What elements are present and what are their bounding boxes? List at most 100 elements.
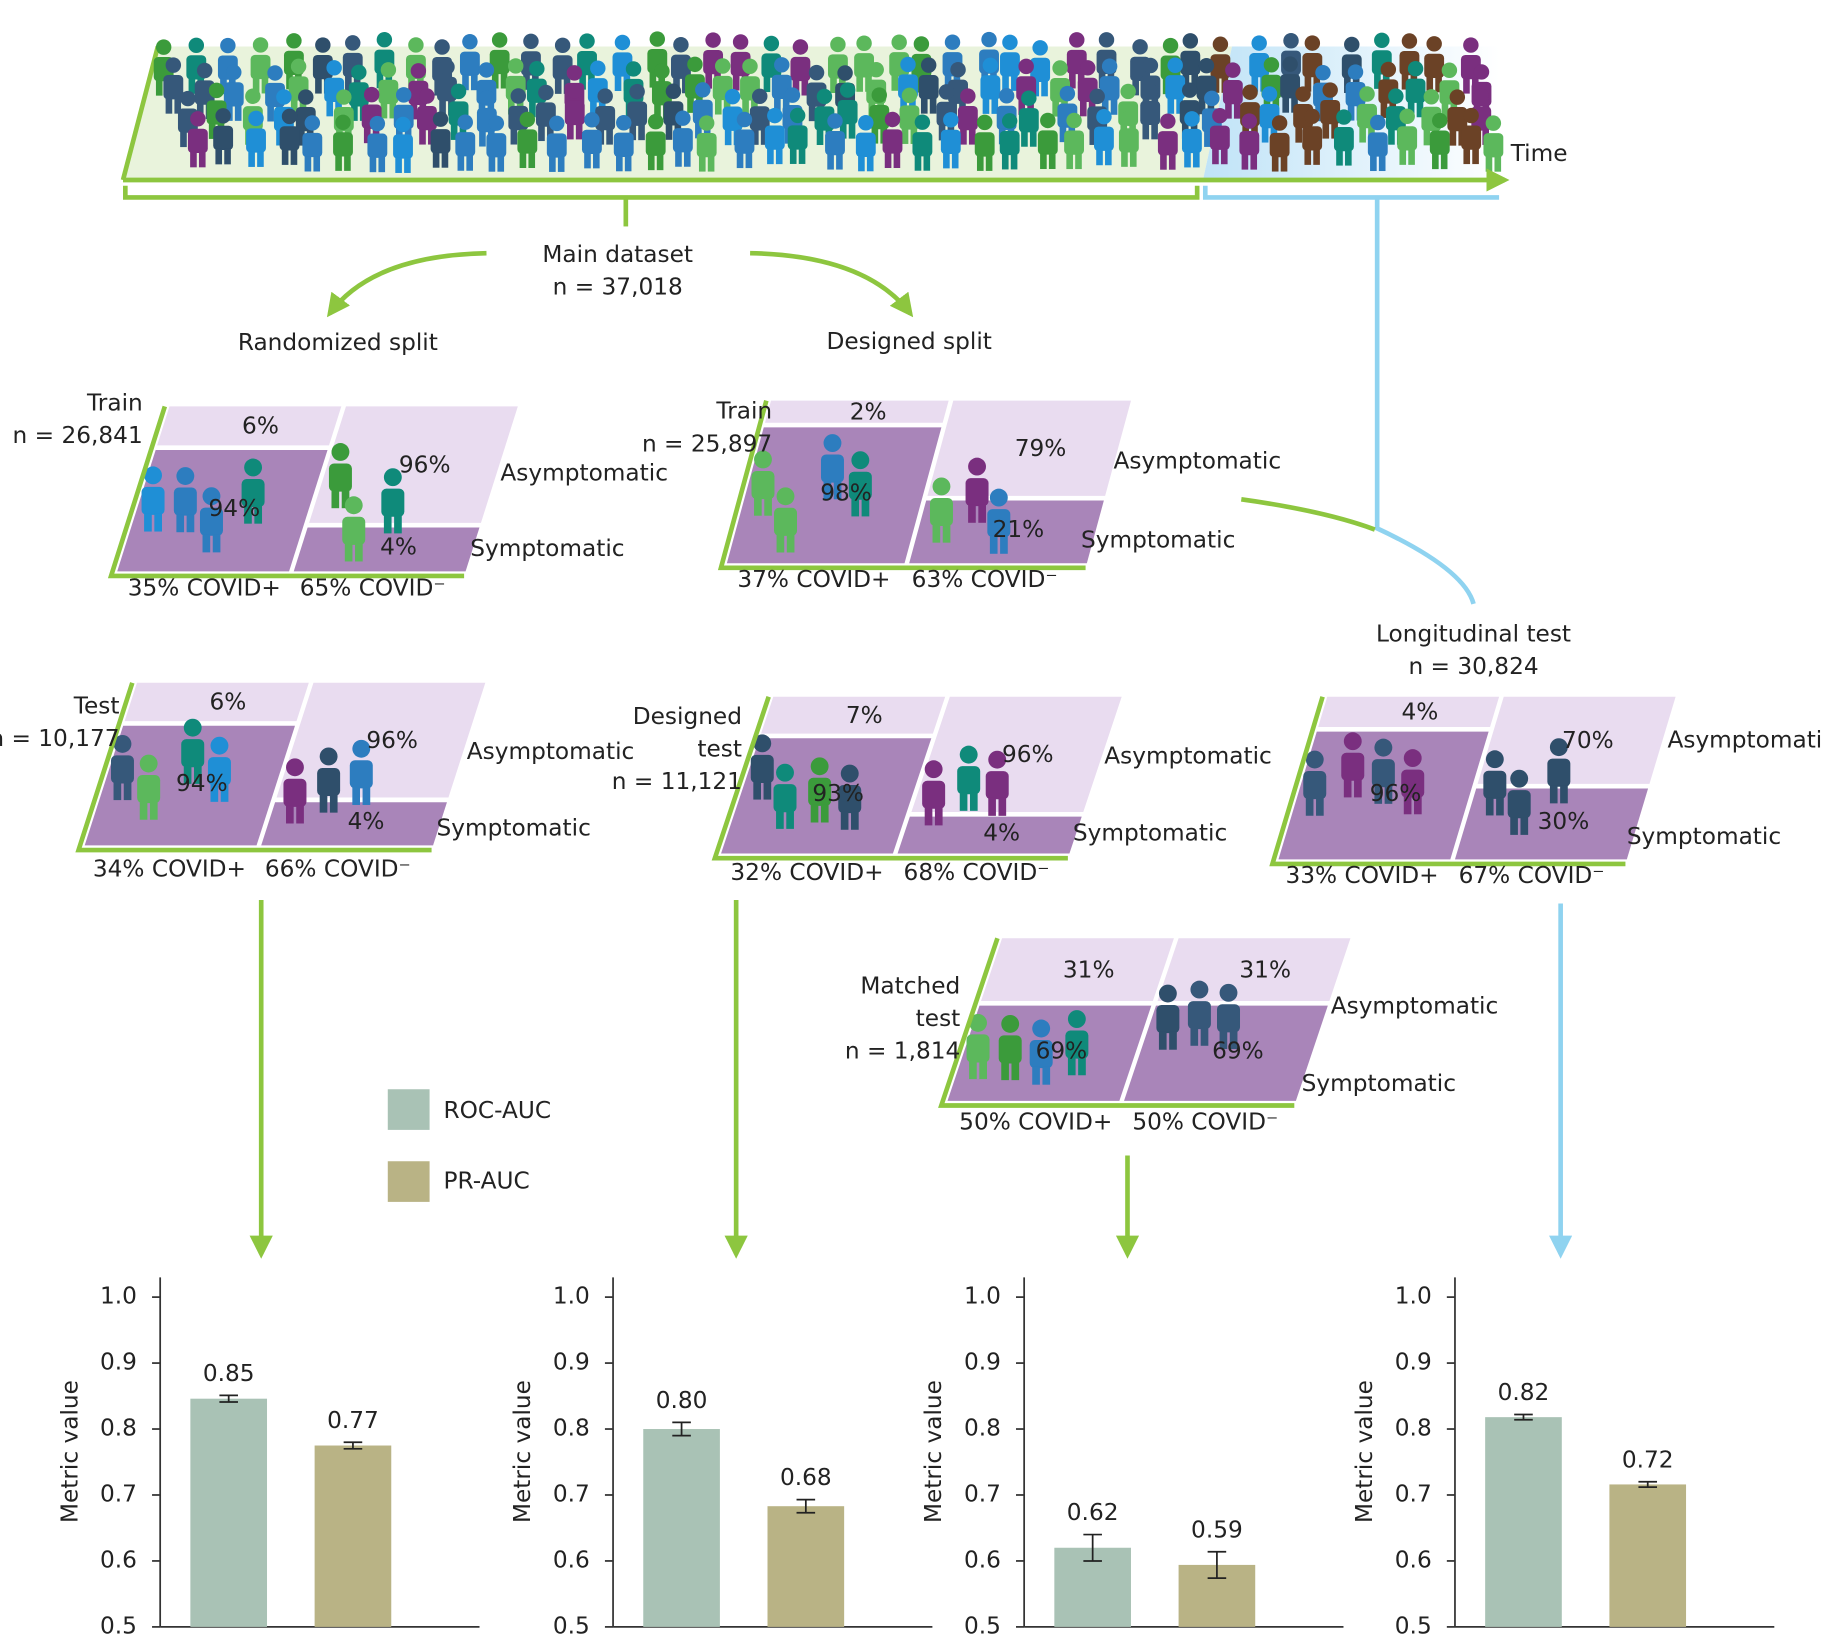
person-leg xyxy=(363,127,371,144)
person-head xyxy=(1142,57,1159,74)
person-leg xyxy=(1027,99,1034,115)
person-head xyxy=(315,37,331,53)
person-head xyxy=(754,450,772,469)
person-head xyxy=(1315,64,1331,81)
person-body xyxy=(1302,126,1323,151)
person-body xyxy=(929,497,953,527)
person-leg xyxy=(1510,817,1518,835)
person-icon xyxy=(349,739,373,805)
panel-label: test xyxy=(916,1005,961,1032)
person-head xyxy=(439,59,455,75)
person-icon xyxy=(1302,108,1323,165)
error-bar xyxy=(796,1498,816,1514)
cell-percent: 96% xyxy=(399,451,451,478)
person-leg xyxy=(1204,131,1211,147)
person-body xyxy=(581,129,602,155)
bar xyxy=(767,1506,845,1627)
panel-base xyxy=(717,400,1086,571)
cell-percent: 4% xyxy=(983,819,1020,846)
person-head xyxy=(776,487,795,506)
person-body xyxy=(1429,130,1450,155)
person-leg xyxy=(344,543,353,562)
person-icon xyxy=(1341,732,1365,798)
ground-edge xyxy=(120,45,161,181)
person-leg xyxy=(519,152,527,169)
person-body xyxy=(651,81,672,106)
person-leg xyxy=(969,792,978,811)
person-head xyxy=(462,33,478,50)
person-head xyxy=(959,745,978,764)
person-leg xyxy=(497,156,505,172)
person-leg xyxy=(149,801,158,820)
person-leg xyxy=(584,152,591,169)
person-leg xyxy=(985,155,993,171)
person-leg xyxy=(714,99,722,115)
person-body xyxy=(302,132,323,158)
person-head xyxy=(450,83,467,100)
column-label: 33% COVID+ xyxy=(1285,862,1438,889)
person-leg xyxy=(1347,105,1355,121)
person-head xyxy=(687,56,703,73)
column-label: 35% COVID+ xyxy=(128,574,281,601)
crowd xyxy=(153,31,1504,173)
person-icon xyxy=(173,467,197,533)
person-head xyxy=(932,477,951,496)
person-head xyxy=(884,111,901,128)
person-leg xyxy=(1002,75,1009,91)
panel-base xyxy=(107,405,465,579)
person-icon xyxy=(1547,738,1571,804)
person-leg xyxy=(959,792,968,811)
column-label: 63% COVID⁻ xyxy=(912,566,1058,593)
person-head xyxy=(1263,57,1280,73)
person-head xyxy=(180,90,196,107)
person-icon xyxy=(1424,36,1445,93)
person-leg xyxy=(554,78,562,94)
person-icon xyxy=(848,451,872,517)
person-leg xyxy=(248,151,255,167)
person-icon xyxy=(787,107,808,164)
person-body xyxy=(613,132,634,157)
person-head xyxy=(380,62,397,78)
person-leg xyxy=(549,156,556,172)
person-icon xyxy=(302,115,323,172)
person-head xyxy=(1032,40,1048,56)
person-leg xyxy=(798,148,806,164)
person-leg xyxy=(840,811,849,830)
person-head xyxy=(1040,112,1056,129)
person-leg xyxy=(1041,80,1048,97)
person-leg xyxy=(488,156,496,172)
person-head xyxy=(1032,1019,1051,1038)
person-leg xyxy=(193,765,202,784)
person-icon xyxy=(1421,89,1442,146)
person-body xyxy=(882,129,903,154)
person-icon xyxy=(381,468,405,534)
person-leg xyxy=(1059,126,1067,143)
person-leg xyxy=(410,103,418,120)
y-tick-label: 0.9 xyxy=(100,1349,137,1376)
person-leg xyxy=(1414,796,1422,815)
person-icon xyxy=(393,116,413,173)
person-leg xyxy=(1241,154,1249,170)
person-leg xyxy=(165,98,173,114)
person-icon xyxy=(328,443,352,509)
panel-label: Train xyxy=(86,390,143,417)
person-body xyxy=(645,131,666,156)
person-body xyxy=(1181,128,1202,154)
person-head xyxy=(901,87,918,104)
person-head xyxy=(1251,35,1267,51)
person-icon xyxy=(283,758,307,824)
person-icon xyxy=(378,62,399,119)
person-icon xyxy=(987,488,1011,554)
person-leg xyxy=(491,73,499,89)
panel-n: n = 10,177 xyxy=(0,725,120,752)
person-body xyxy=(1222,80,1243,105)
person-body xyxy=(985,771,1009,800)
cell-symptomatic xyxy=(84,725,296,846)
person-leg xyxy=(1343,779,1352,798)
error-bar xyxy=(1638,1480,1658,1488)
panel-label: Longitudinal test xyxy=(1376,621,1571,648)
person-head xyxy=(383,468,402,487)
person-body xyxy=(808,777,832,806)
person-leg xyxy=(638,124,645,141)
person-leg xyxy=(1432,153,1439,170)
